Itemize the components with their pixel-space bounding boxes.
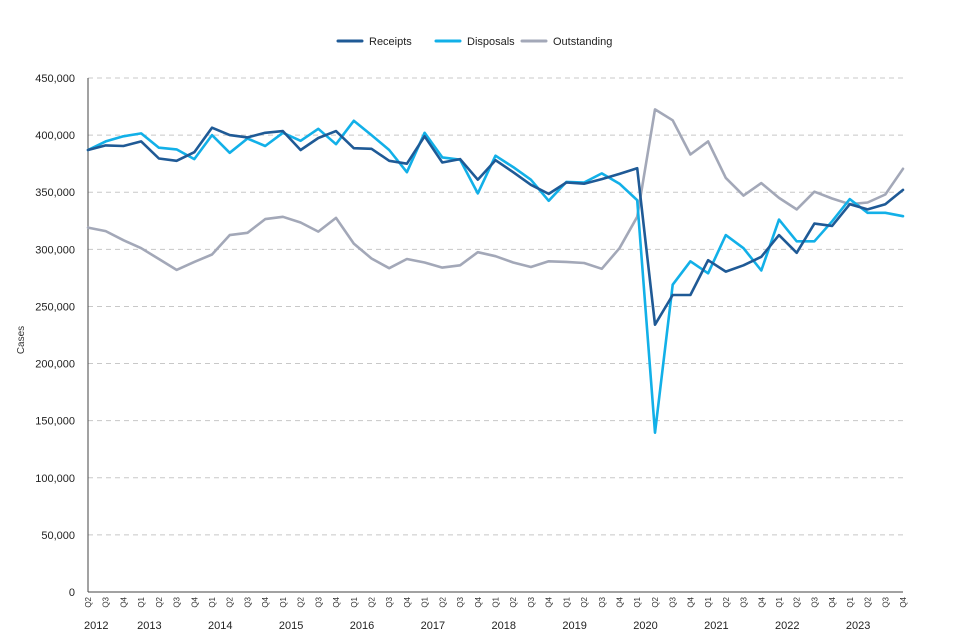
x-year-label: 2013 [137, 620, 161, 632]
y-tick-label: 100,000 [35, 473, 75, 485]
x-tick-label: Q3 [173, 596, 182, 607]
legend-label-disposals: Disposals [467, 36, 515, 48]
x-tick-label: Q2 [438, 596, 447, 607]
x-tick-label: Q4 [190, 596, 199, 607]
x-tick-label: Q2 [226, 596, 235, 607]
x-tick-label: Q2 [297, 596, 306, 607]
series-line-disposals [86, 119, 905, 435]
x-tick-label: Q4 [119, 596, 128, 607]
x-year-label: 2020 [633, 620, 657, 632]
x-tick-label: Q3 [810, 596, 819, 607]
legend-label-outstanding: Outstanding [553, 36, 612, 48]
x-year-label: 2018 [492, 620, 516, 632]
legend: Receipts Disposals Outstanding [336, 36, 612, 48]
x-tick-label: Q1 [350, 596, 359, 607]
y-tick-label: 0 [69, 587, 75, 599]
x-tick-label: Q2 [155, 596, 164, 607]
x-tick-label: Q3 [669, 596, 678, 607]
x-tick-label: Q4 [474, 596, 483, 607]
x-tick-label: Q1 [492, 596, 501, 607]
x-tick-label: Q1 [562, 596, 571, 607]
x-tick-label: Q2 [367, 596, 376, 607]
x-tick-label: Q3 [598, 596, 607, 607]
series-lines [86, 108, 905, 435]
series-line-receipts [86, 126, 905, 327]
x-tick-label: Q4 [899, 596, 908, 607]
x-year-label: 2015 [279, 620, 303, 632]
y-tick-label: 350,000 [35, 187, 75, 199]
x-year-label: 2017 [421, 620, 445, 632]
x-tick-label: Q1 [704, 596, 713, 607]
x-year-label: 2022 [775, 620, 799, 632]
x-tick-label: Q3 [881, 596, 890, 607]
x-axis: Q2 Q3 Q4 Q1 Q2 Q3 Q4 Q1 Q2 Q3 Q4 Q1 Q2 Q3 Q4 Q1 Q2 Q3 Q4 Q1… [84, 591, 908, 632]
x-tick-label: Q1 [846, 596, 855, 607]
x-tick-label: Q4 [545, 596, 554, 607]
x-tick-label: Q1 [633, 596, 642, 607]
x-tick-label: Q3 [456, 596, 465, 607]
x-tick-label: Q2 [651, 596, 660, 607]
x-tick-label: Q4 [686, 596, 695, 607]
x-tick-label: Q2 [84, 596, 93, 607]
x-tick-label: Q3 [102, 596, 111, 607]
x-year-label: 2016 [350, 620, 374, 632]
y-tick-label: 200,000 [35, 359, 75, 371]
x-tick-label: Q1 [208, 596, 217, 607]
x-tick-label: Q3 [527, 596, 536, 607]
series-line-outstanding [86, 108, 905, 272]
x-tick-label: Q4 [332, 596, 341, 607]
x-tick-label: Q2 [793, 596, 802, 607]
legend-label-receipts: Receipts [369, 36, 412, 48]
gridlines [88, 77, 903, 536]
x-tick-label: Q4 [828, 596, 837, 607]
x-tick-label: Q4 [403, 596, 412, 607]
x-tick-label: Q3 [243, 596, 252, 607]
x-tick-label: Q3 [385, 596, 394, 607]
x-tick-label: Q1 [279, 596, 288, 607]
y-tick-label: 150,000 [35, 416, 75, 428]
x-tick-label: Q2 [580, 596, 589, 607]
x-year-label: 2023 [846, 620, 870, 632]
x-year-label: 2012 [84, 620, 108, 632]
x-tick-label: Q4 [261, 596, 270, 607]
y-tick-label: 400,000 [35, 130, 75, 142]
x-tick-label: Q2 [722, 596, 731, 607]
x-year-label: 2019 [562, 620, 586, 632]
x-tick-label: Q1 [421, 596, 430, 607]
y-tick-label: 450,000 [35, 73, 75, 85]
x-tick-label: Q2 [509, 596, 518, 607]
x-tick-label: Q4 [757, 596, 766, 607]
y-axis: 0 50,000 100,000 150,000 200,000 250,000 300,0… [35, 73, 89, 599]
y-tick-label: 250,000 [35, 301, 75, 313]
x-year-label: 2021 [704, 620, 728, 632]
x-tick-label: Q3 [314, 596, 323, 607]
y-tick-label: 50,000 [41, 530, 75, 542]
y-axis-title: Cases [16, 326, 27, 354]
x-tick-label: Q2 [864, 596, 873, 607]
x-tick-label: Q3 [740, 596, 749, 607]
x-tick-label: Q1 [775, 596, 784, 607]
y-tick-label: 300,000 [35, 244, 75, 256]
x-tick-label: Q1 [137, 596, 146, 607]
x-tick-label: Q4 [616, 596, 625, 607]
x-year-label: 2014 [208, 620, 232, 632]
